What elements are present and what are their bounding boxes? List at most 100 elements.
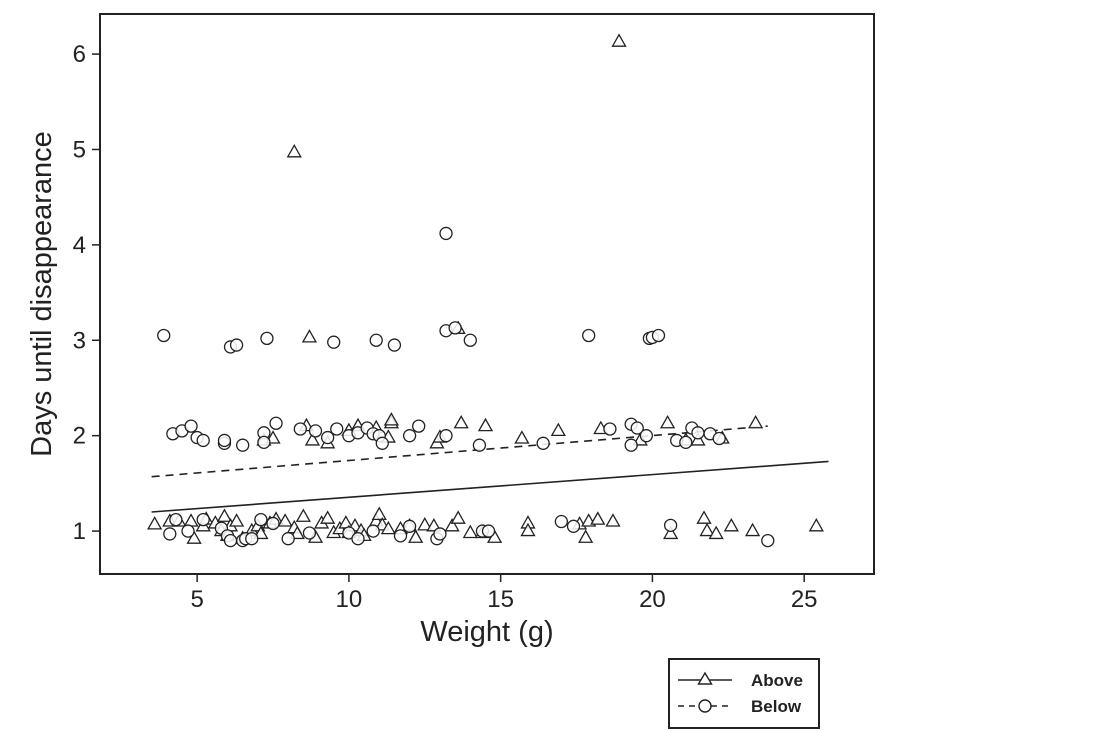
data-point-below <box>196 433 210 448</box>
data-point-below <box>433 527 447 541</box>
data-point-below <box>679 435 693 449</box>
y-tick-label: 6 <box>73 41 86 68</box>
data-point-below <box>536 436 550 450</box>
y-axis-ticks: 1 2 3 4 5 6 <box>73 41 100 545</box>
legend-label-below: Below <box>751 697 802 716</box>
fit-line-below <box>151 425 768 478</box>
data-point-above <box>550 422 566 437</box>
data-point-below <box>254 512 268 527</box>
data-point-below <box>245 532 259 546</box>
data-point-above <box>808 517 824 532</box>
data-point-below <box>320 430 335 445</box>
y-tick-label: 1 <box>73 518 86 545</box>
y-tick-label: 3 <box>73 327 86 354</box>
legend: Above Below <box>668 658 820 729</box>
data-point-below <box>663 518 678 532</box>
data-point-above <box>477 417 494 432</box>
data-point-above <box>371 506 387 521</box>
data-point-above <box>301 329 318 343</box>
data-point-above <box>380 520 396 535</box>
data-point-above <box>708 525 724 540</box>
data-point-below <box>163 527 177 541</box>
data-point-above <box>590 511 606 525</box>
data-point-above <box>744 522 761 537</box>
data-point-below <box>448 321 462 335</box>
data-point-below <box>229 338 244 352</box>
data-point-above <box>699 522 715 537</box>
legend-label-above: Above <box>751 671 803 690</box>
data-points <box>147 33 824 548</box>
data-point-below <box>463 333 477 347</box>
x-tick-label: 5 <box>190 586 203 613</box>
data-point-above <box>462 524 478 539</box>
data-point-below <box>691 426 705 440</box>
data-point-above <box>444 517 460 532</box>
data-point-below <box>223 533 238 548</box>
fit-line-above <box>151 460 829 513</box>
data-point-below <box>582 328 596 343</box>
data-point-below <box>366 524 380 538</box>
data-point-below <box>439 429 453 443</box>
data-point-below <box>293 422 307 436</box>
data-point-above <box>663 525 679 540</box>
x-tick-label: 15 <box>487 586 514 613</box>
data-point-above <box>450 510 466 524</box>
x-tick-label: 25 <box>791 586 818 613</box>
data-point-below <box>375 436 389 450</box>
data-point-above <box>295 508 311 522</box>
y-tick-label: 5 <box>73 136 86 163</box>
data-point-below <box>257 435 271 449</box>
data-point-above <box>147 516 163 530</box>
data-point-above <box>514 430 530 444</box>
data-point-below <box>639 429 654 443</box>
data-point-below <box>554 514 569 529</box>
data-point-above <box>277 513 293 527</box>
data-point-above <box>417 517 433 531</box>
data-point-below <box>630 421 644 435</box>
x-axis-title: Weight (g) <box>420 616 553 648</box>
plot-frame <box>99 13 875 575</box>
data-point-above <box>383 412 400 426</box>
data-point-below <box>603 422 617 436</box>
data-point-below <box>217 433 232 448</box>
data-point-below <box>181 524 195 538</box>
data-point-below <box>157 328 171 343</box>
data-point-above <box>183 513 199 527</box>
data-point-below <box>412 419 426 433</box>
data-point-below <box>236 438 250 452</box>
data-point-below <box>439 226 453 241</box>
data-point-below <box>184 419 198 433</box>
data-point-above <box>578 529 594 543</box>
data-point-below <box>302 526 317 540</box>
data-point-above <box>286 144 302 158</box>
legend-triangle-icon <box>697 671 713 685</box>
data-point-above <box>696 510 712 524</box>
data-point-above <box>611 33 627 47</box>
data-point-below <box>402 429 417 443</box>
y-tick-label: 2 <box>73 423 86 450</box>
data-point-below <box>712 431 726 446</box>
x-tick-label: 10 <box>336 586 363 613</box>
x-axis-ticks: 5 10 15 20 25 <box>190 574 818 613</box>
data-point-above <box>659 414 676 429</box>
data-point-below <box>472 438 487 452</box>
data-point-above <box>228 513 245 527</box>
legend-circle-icon <box>698 699 712 713</box>
data-point-below <box>269 416 283 430</box>
data-point-below <box>169 512 183 527</box>
data-point-above <box>605 513 621 527</box>
data-point-below <box>393 529 408 543</box>
data-point-below <box>402 519 417 533</box>
data-point-below <box>481 524 496 538</box>
data-point-below <box>566 519 581 533</box>
data-point-above <box>186 530 202 544</box>
x-tick-label: 20 <box>639 586 666 613</box>
data-point-below <box>330 422 344 436</box>
data-point-above <box>216 508 233 522</box>
data-point-above <box>453 414 469 429</box>
data-point-above <box>408 529 424 543</box>
data-point-below <box>651 328 666 343</box>
y-tick-label: 4 <box>73 232 86 259</box>
data-point-below <box>387 338 402 352</box>
